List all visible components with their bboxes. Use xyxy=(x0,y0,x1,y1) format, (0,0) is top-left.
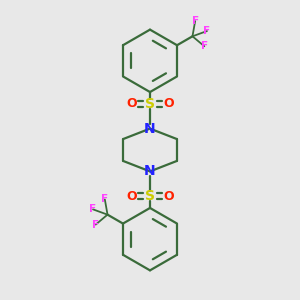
Text: O: O xyxy=(126,98,137,110)
Text: O: O xyxy=(163,98,174,110)
Text: F: F xyxy=(89,204,97,214)
Text: N: N xyxy=(144,164,156,178)
Text: F: F xyxy=(192,16,199,26)
Text: F: F xyxy=(92,220,99,230)
Text: F: F xyxy=(203,26,211,36)
Text: S: S xyxy=(145,189,155,203)
Text: F: F xyxy=(101,194,108,204)
Text: F: F xyxy=(201,41,208,51)
Text: O: O xyxy=(163,190,174,202)
Text: O: O xyxy=(126,190,137,202)
Text: N: N xyxy=(144,122,156,136)
Text: S: S xyxy=(145,97,155,111)
